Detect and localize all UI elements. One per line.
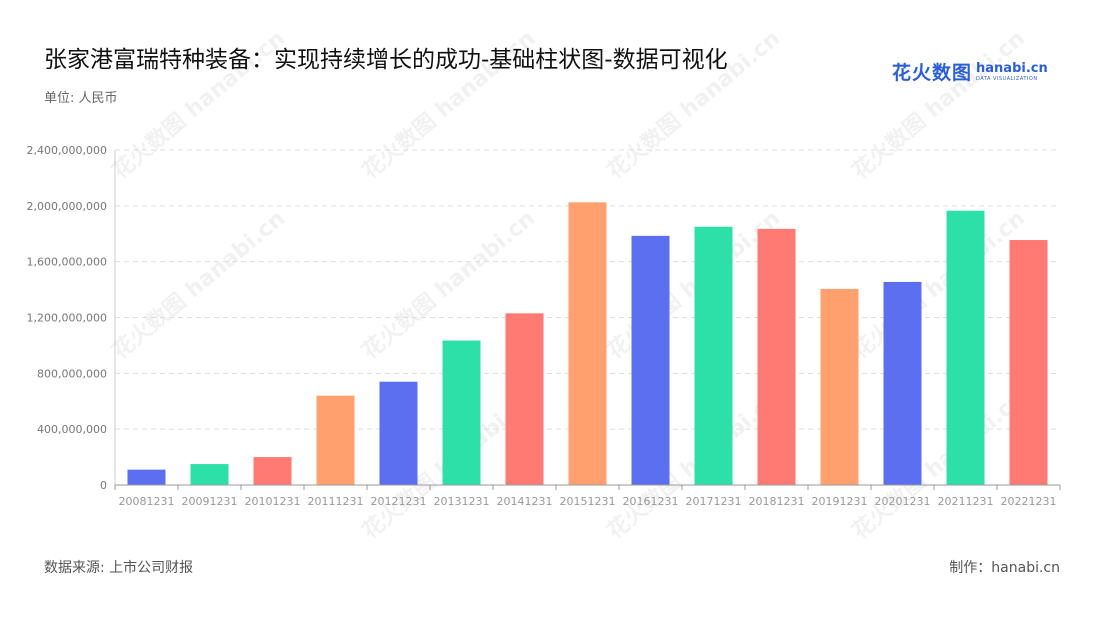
x-tick-label: 20171231 bbox=[686, 495, 742, 508]
x-tick-label: 20141231 bbox=[497, 495, 553, 508]
y-tick-label: 1,200,000,000 bbox=[27, 312, 107, 325]
credit-text: 制作：hanabi.cn bbox=[949, 560, 1060, 576]
y-tick-label: 0 bbox=[100, 479, 107, 492]
bar-20161231[interactable] bbox=[631, 235, 670, 485]
watermark-text: 花火数图 hanabi.cn bbox=[847, 25, 1030, 184]
bar-20121231[interactable] bbox=[379, 381, 418, 485]
watermark-text: 花火数图 hanabi.cn bbox=[107, 25, 290, 184]
bar-20221231[interactable] bbox=[1009, 240, 1048, 485]
x-tick-label: 20081231 bbox=[119, 495, 175, 508]
y-tick-label: 1,600,000,000 bbox=[27, 256, 107, 269]
unit-label: 单位: 人民币 bbox=[44, 91, 118, 106]
watermark-text: 花火数图 hanabi.cn bbox=[602, 25, 785, 184]
x-tick-label: 20211231 bbox=[938, 495, 994, 508]
y-tick-label: 2,000,000,000 bbox=[27, 200, 107, 213]
bar-20091231[interactable] bbox=[190, 464, 229, 485]
x-tick-label: 20111231 bbox=[308, 495, 364, 508]
x-tick-label: 20101231 bbox=[245, 495, 301, 508]
bar-20211231[interactable] bbox=[946, 210, 985, 485]
bar-20191231[interactable] bbox=[820, 288, 859, 485]
x-tick-label: 20221231 bbox=[1001, 495, 1057, 508]
bar-20131231[interactable] bbox=[442, 340, 481, 485]
brand-logo[interactable]: 花火数图 hanabi.cn DATA VISUALIZATION bbox=[892, 58, 1048, 85]
chart-title: 张家港富瑞特种装备：实现持续增长的成功-基础柱状图-数据可视化 bbox=[44, 47, 728, 73]
x-tick-label: 20161231 bbox=[623, 495, 679, 508]
y-axis: 0 400,000,000 800,000,000 1,200,000,000 1,60… bbox=[27, 144, 116, 492]
bar-20111231[interactable] bbox=[316, 395, 355, 485]
y-tick-label: 2,400,000,000 bbox=[27, 144, 107, 157]
watermark-text: 花火数图 hanabi.cn bbox=[847, 205, 1030, 364]
bar-20141231[interactable] bbox=[505, 313, 544, 485]
bar-20081231[interactable] bbox=[127, 469, 166, 485]
watermark-text: 花火数图 hanabi.cn bbox=[847, 385, 1030, 544]
logo-subtitle: DATA VISUALIZATION bbox=[976, 75, 1038, 82]
bar-20181231[interactable] bbox=[757, 228, 796, 486]
x-tick-label: 20151231 bbox=[560, 495, 616, 508]
bar-20171231[interactable] bbox=[694, 226, 733, 486]
bar-20101231[interactable] bbox=[253, 457, 292, 485]
logo-english-block: hanabi.cn DATA VISUALIZATION bbox=[976, 62, 1048, 82]
bars bbox=[127, 202, 1048, 486]
x-tick-label: 20201231 bbox=[875, 495, 931, 508]
x-tick-label: 20091231 bbox=[182, 495, 238, 508]
bar-20201231[interactable] bbox=[883, 281, 922, 485]
y-tick-label: 800,000,000 bbox=[37, 367, 107, 380]
x-tick-label: 20121231 bbox=[371, 495, 427, 508]
x-tick-label: 20181231 bbox=[749, 495, 805, 508]
x-axis: 20081231 20091231 20101231 20111231 20121231… bbox=[114, 484, 1061, 508]
watermark-text: 花火数图 hanabi.cn bbox=[107, 205, 290, 364]
data-source: 数据来源: 上市公司财报 bbox=[44, 560, 194, 576]
watermark-text: 花火数图 hanabi.cn bbox=[357, 25, 540, 184]
logo-chinese-text: 花火数图 bbox=[892, 62, 973, 84]
logo-english-text: hanabi.cn bbox=[976, 60, 1048, 76]
x-tick-label: 20191231 bbox=[812, 495, 868, 508]
x-tick-label: 20131231 bbox=[434, 495, 490, 508]
y-tick-label: 400,000,000 bbox=[37, 423, 107, 436]
bar-20151231[interactable] bbox=[568, 202, 607, 485]
